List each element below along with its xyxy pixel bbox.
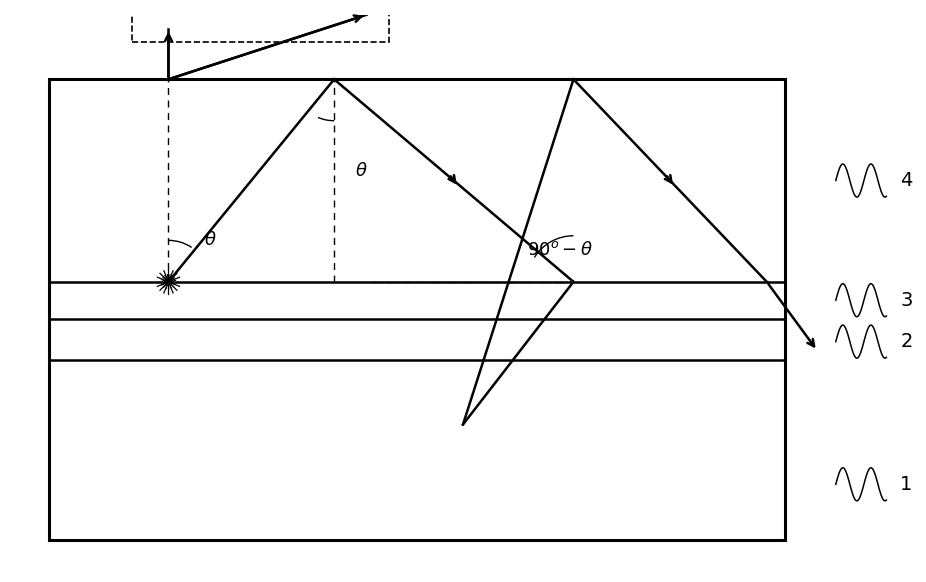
Bar [131,0,389,42]
Text: $90^o - \theta$: $90^o - \theta$ [527,240,593,258]
Text: 2: 2 [900,332,913,351]
Text: $\theta$: $\theta$ [356,162,369,180]
Text: $\theta$: $\theta$ [204,232,216,249]
Bar [49,79,785,540]
Text: 1: 1 [900,475,913,494]
Text: 3: 3 [900,290,913,310]
Text: 4: 4 [900,171,913,190]
